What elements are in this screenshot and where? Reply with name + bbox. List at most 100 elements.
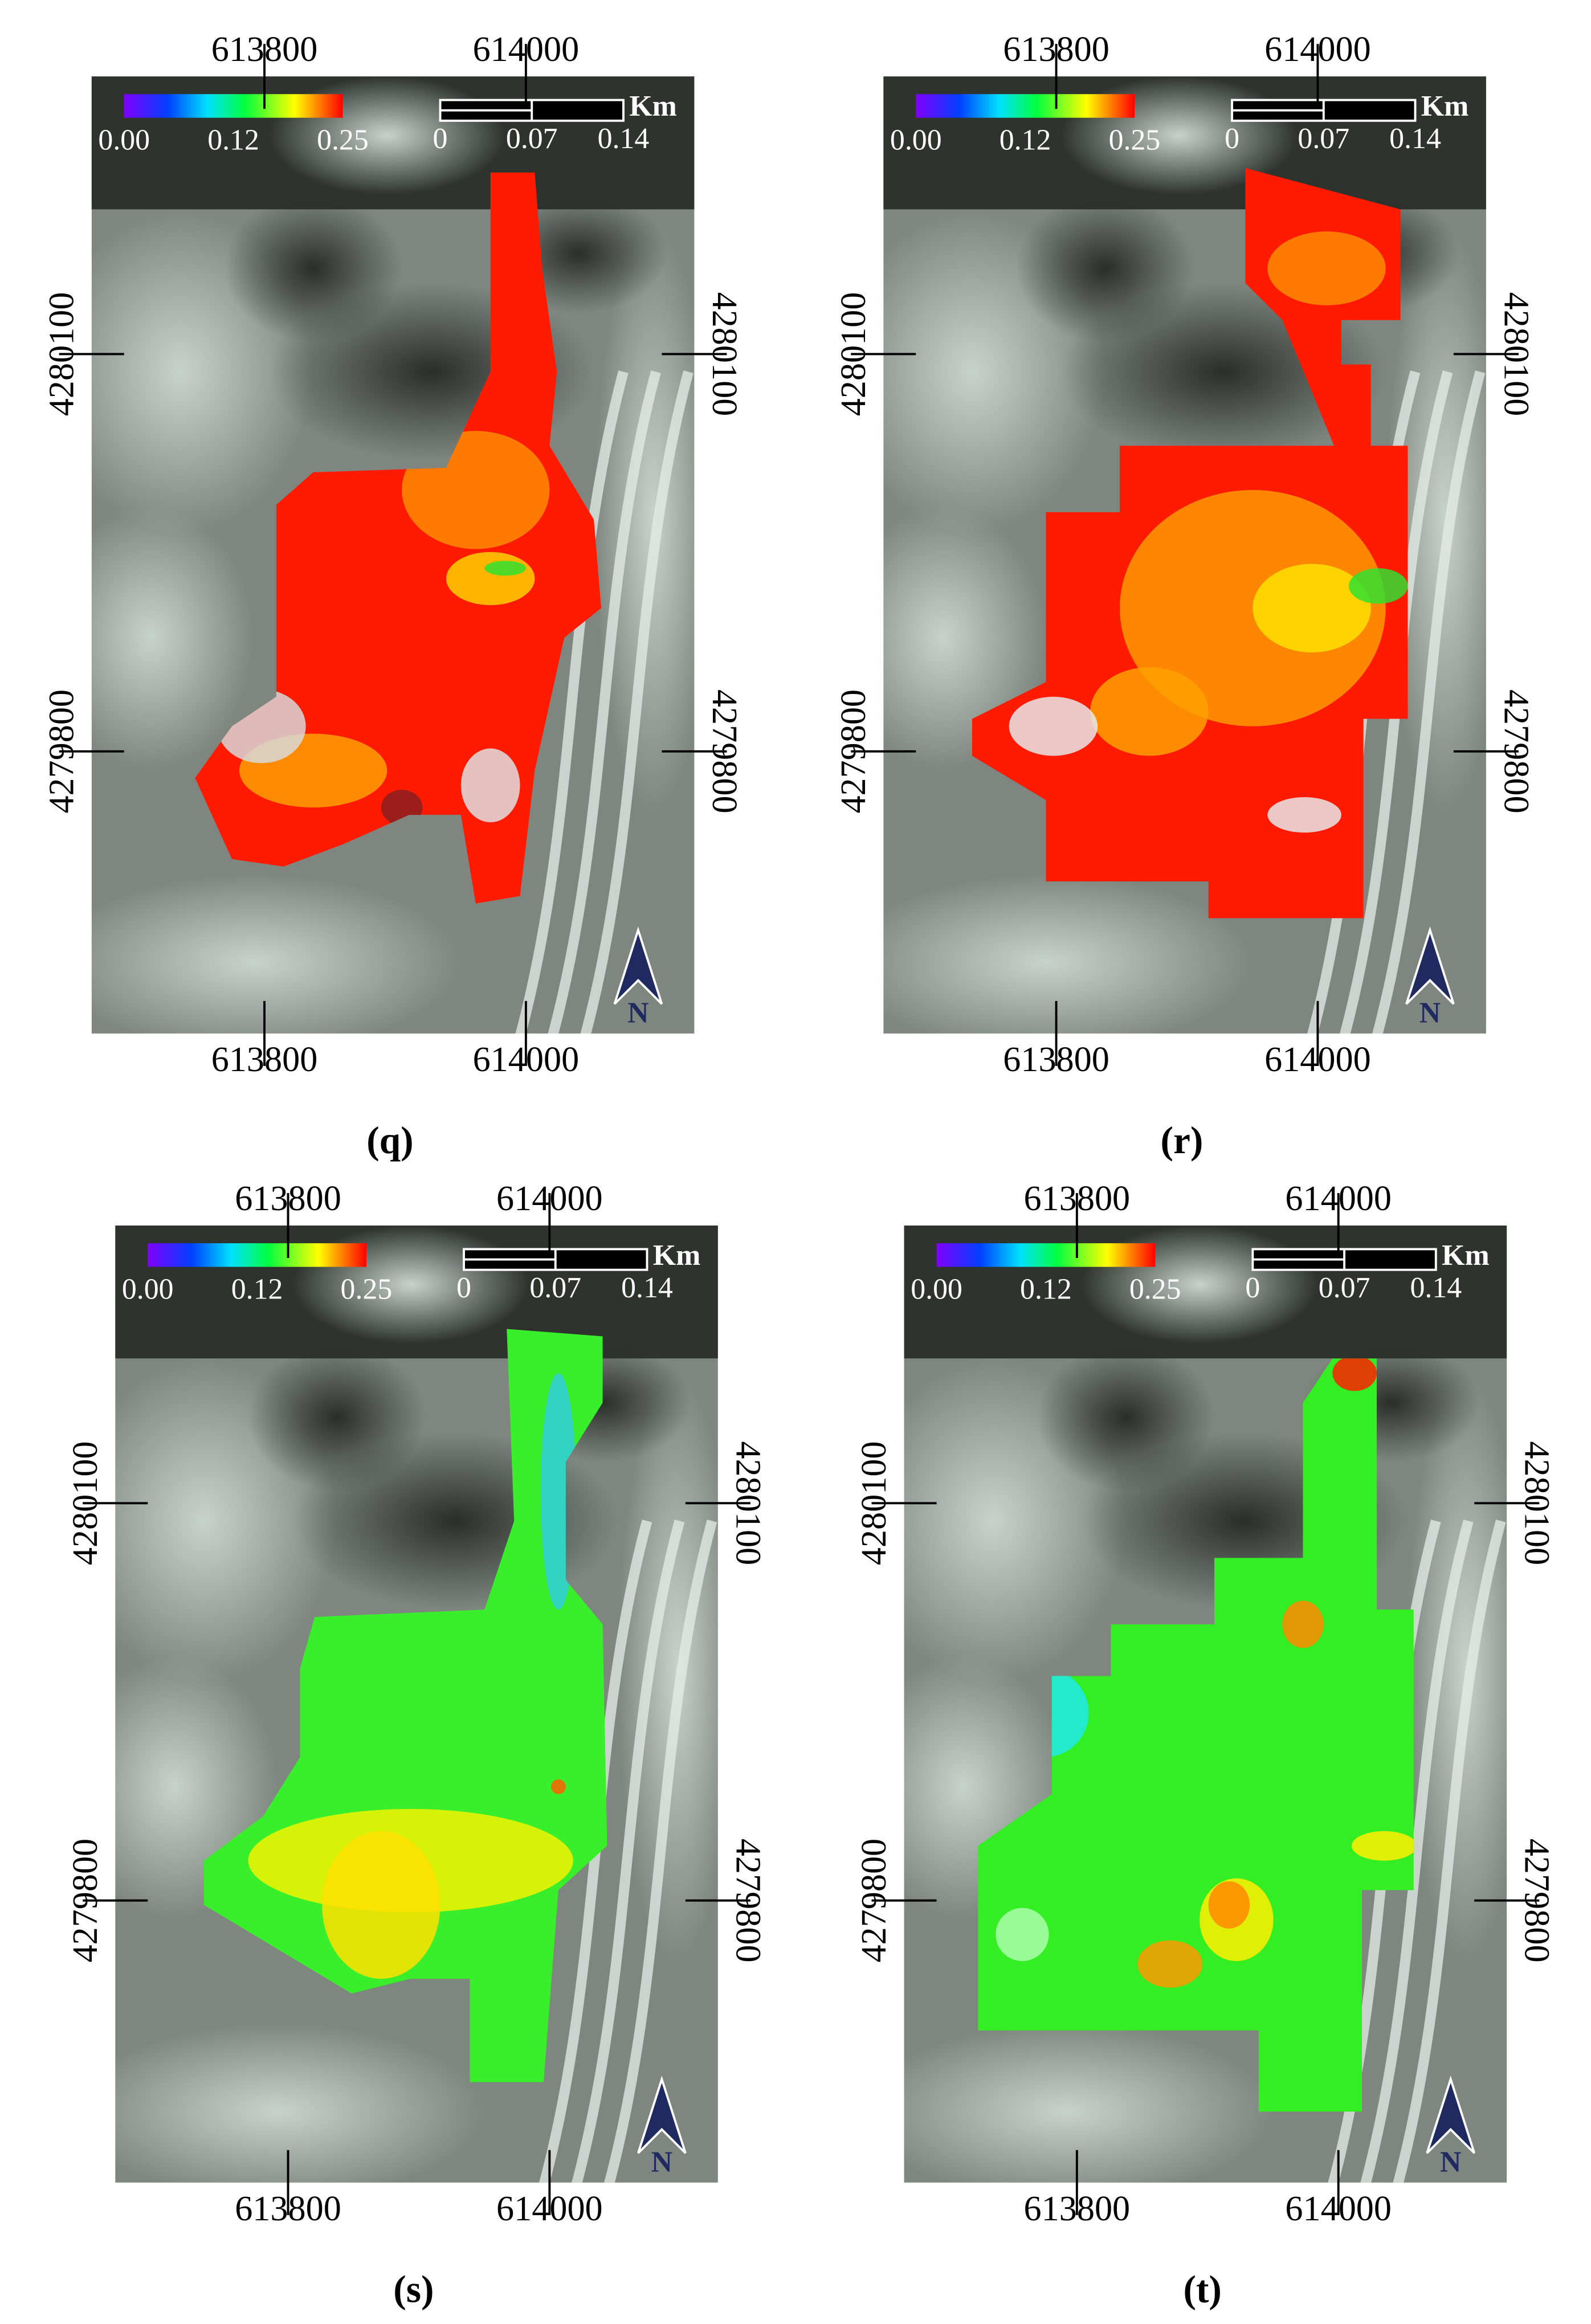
light-patch [594,224,695,815]
top-tick-label: 613800 [1003,30,1109,69]
scalebar-label: 0.14 [621,1272,673,1304]
north-arrow [1405,926,1455,1005]
right-tick-label: 4279800 [1496,689,1535,814]
left-tick-label: 4279800 [66,1839,105,1963]
scalebar-label: 0 [1225,122,1239,155]
region-variation [322,1831,440,1979]
scalebar-unit: Km [1442,1239,1490,1272]
dark-patch [1016,194,1194,342]
region-fill [978,1358,1414,2112]
colorbar [124,94,343,118]
top-tick-label: 614000 [1264,30,1371,69]
panel-label: (r) [1161,1119,1204,1162]
region-variation [1090,667,1209,756]
colorbar-label: 0.25 [317,124,369,157]
satellite-image [91,76,695,1034]
left-tick-label: 4280100 [834,292,873,416]
ridge [572,1520,685,2183]
light-patch [617,1373,718,1964]
bottom-tick-label: 613800 [1024,2190,1131,2228]
region-variation [1267,797,1341,833]
colorbar-label: 0.00 [890,124,942,157]
top-tick-label: 613800 [1024,1179,1131,1218]
colorbar-label: 0.00 [98,124,150,157]
region-variation [446,552,535,606]
dark-patch [225,194,402,342]
north-label: N [627,997,648,1030]
colorbar-label: 0.12 [207,124,259,157]
dark-patch [248,1343,426,1492]
colorbar-label: 0.25 [341,1273,393,1306]
top-tick-label: 613800 [235,1179,341,1218]
index-region [195,172,602,904]
colorbar [936,1243,1156,1267]
top-tick-label: 613800 [211,30,318,69]
north-label: N [1419,997,1441,1030]
left-tick-label: 4279800 [855,1839,894,1963]
right-tick-label: 4280100 [1496,292,1535,416]
light-patch [1406,1373,1507,1964]
north-arrow [1426,2075,1476,2154]
light-patch [115,2023,485,2183]
scalebar-label: 0.14 [1410,1272,1462,1304]
scalebar-label: 0 [456,1272,471,1304]
scalebar-label: 0.07 [529,1272,581,1304]
region-variation [996,1908,1049,1961]
scalebar-unit: Km [653,1239,701,1272]
light-patch [91,504,254,771]
ridge [515,370,629,1034]
panel-label: (t) [1184,2268,1222,2311]
region-variation [484,561,526,576]
scalebar-unit: Km [1421,90,1469,122]
scalebar-label: 0.07 [1298,122,1349,155]
region-variation [1137,1940,1203,1988]
right-tick-label: 4279800 [705,689,744,814]
colorbar-label: 0.25 [1109,124,1161,157]
top-tick-label: 614000 [496,1179,603,1218]
left-tick-label: 4280100 [66,1441,105,1565]
region-variation [1208,1881,1250,1929]
scalebar-label: 0.14 [1389,122,1441,155]
left-tick-label: 4280100 [42,292,81,416]
top-tick-label: 614000 [1285,1179,1392,1218]
region-variation [1009,696,1098,756]
panel-label: (q) [366,1119,413,1162]
bottom-tick-label: 614000 [473,1040,580,1079]
panel-label: (s) [393,2268,434,2311]
region-variation [1352,1831,1414,1861]
north-label: N [651,2146,672,2179]
scalebar-label: 0.14 [598,122,650,155]
ridge [1360,1520,1474,2183]
bottom-tick-label: 614000 [1285,2190,1392,2228]
right-tick-label: 4280100 [705,292,744,416]
bottom-tick-label: 613800 [1003,1040,1109,1079]
bottom-tick-label: 614000 [1264,1040,1371,1079]
colorbar-label: 0.12 [231,1273,283,1306]
left-tick-label: 4279800 [834,689,873,814]
region-variation [550,1779,566,1795]
left-tick-label: 4279800 [42,689,81,814]
north-arrow [637,2075,687,2154]
colorbar-label: 0.12 [1000,124,1051,157]
satellite-image [904,1225,1507,2183]
colorbar-label: 0.12 [1020,1273,1072,1306]
colorbar-label: 0.25 [1129,1273,1181,1306]
scalebar-unit: Km [629,90,677,122]
dark-patch [1037,1343,1214,1492]
scalebar-label: 0 [1245,1272,1260,1304]
region-variation [1120,489,1386,726]
light-patch [883,874,1253,1034]
ridge [604,1520,717,2183]
ridge [580,370,693,1034]
bottom-tick-label: 614000 [496,2190,603,2228]
index-region [972,168,1408,918]
region-variation [1282,1600,1324,1648]
satellite-image [883,76,1486,1034]
region-variation [1253,563,1371,653]
bottom-tick-label: 613800 [235,2190,341,2228]
right-tick-label: 4279800 [1517,1839,1556,1963]
scalebar-label: 0.07 [506,122,558,155]
